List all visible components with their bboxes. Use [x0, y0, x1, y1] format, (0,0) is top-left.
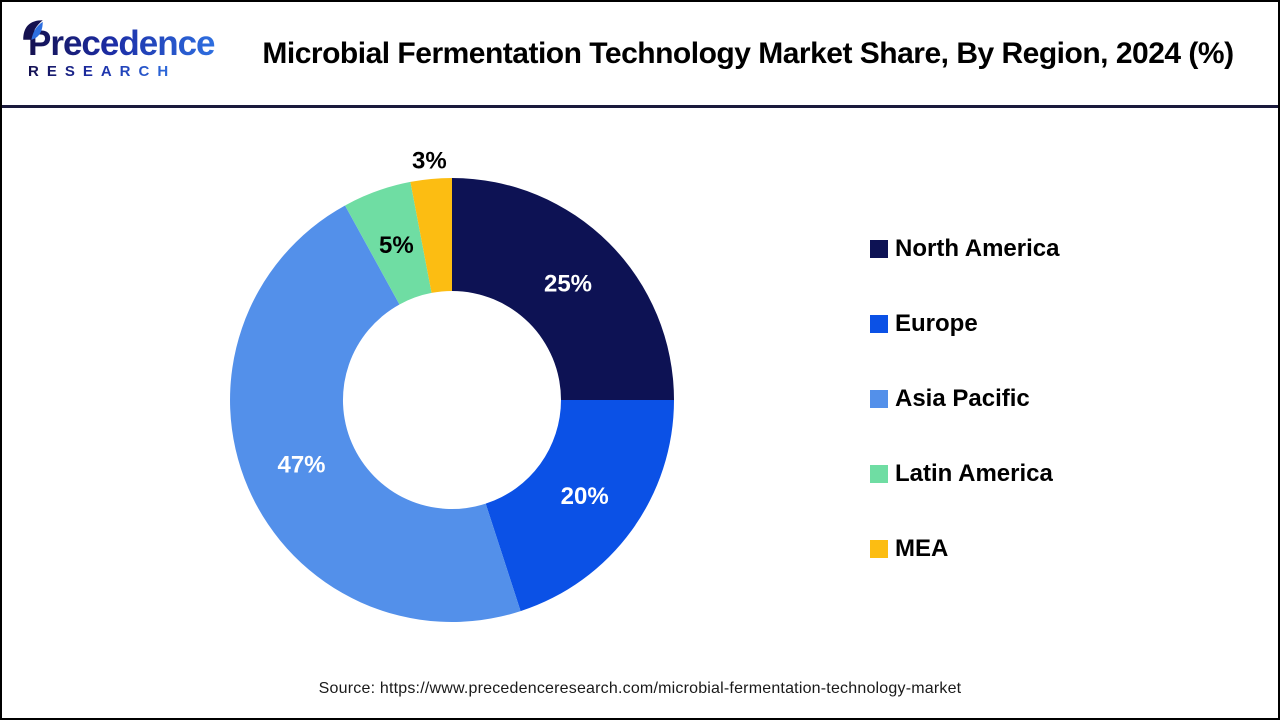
legend-swatch-asia-pacific [870, 389, 888, 408]
legend-item-asia-pacific: Asia Pacific [870, 385, 1059, 412]
data-label-asia-pacific: 47% [277, 452, 325, 479]
logo-wordmark: Precedence [28, 24, 216, 63]
slice-north-america [452, 178, 674, 400]
legend-swatch-europe [870, 314, 888, 333]
legend-item-europe: Europe [870, 310, 1059, 337]
legend-label: Europe [895, 309, 978, 337]
legend-swatch-north-america [870, 239, 888, 258]
legend-swatch-latin-america [870, 464, 888, 483]
legend-label: MEA [895, 534, 949, 562]
data-label-mea: 3% [412, 148, 447, 175]
chart-title: Microbial Fermentation Technology Market… [262, 36, 1234, 70]
data-label-north-america: 25% [544, 271, 592, 298]
slice-asia-pacific [230, 205, 521, 622]
data-label-europe: 20% [561, 483, 609, 510]
slice-latin-america [345, 181, 432, 305]
slice-europe [485, 400, 674, 612]
slice-mea [410, 178, 452, 293]
source-text: Source: https://www.precedenceresearch.c… [318, 680, 962, 697]
legend-swatch-mea [870, 539, 888, 558]
legend-item-mea: MEA [870, 535, 1059, 562]
legend-item-north-america: North America [870, 235, 1059, 262]
legend: North America Europe Asia Pacific Latin … [870, 235, 1059, 614]
donut-chart: 25% 20% 47% 5% 3% [230, 148, 674, 622]
data-label-latin-america: 5% [379, 232, 414, 259]
legend-label: North America [895, 234, 1060, 262]
logo-subtitle: RESEARCH [28, 63, 177, 80]
leaf-icon [23, 20, 43, 40]
legend-label: Latin America [895, 459, 1053, 487]
precedence-research-logo: Precedence RESEARCH [23, 20, 228, 80]
legend-label: Asia Pacific [895, 384, 1030, 412]
legend-item-latin-america: Latin America [870, 460, 1059, 487]
header: Precedence RESEARCH Microbial Fermentati… [2, 2, 1278, 108]
